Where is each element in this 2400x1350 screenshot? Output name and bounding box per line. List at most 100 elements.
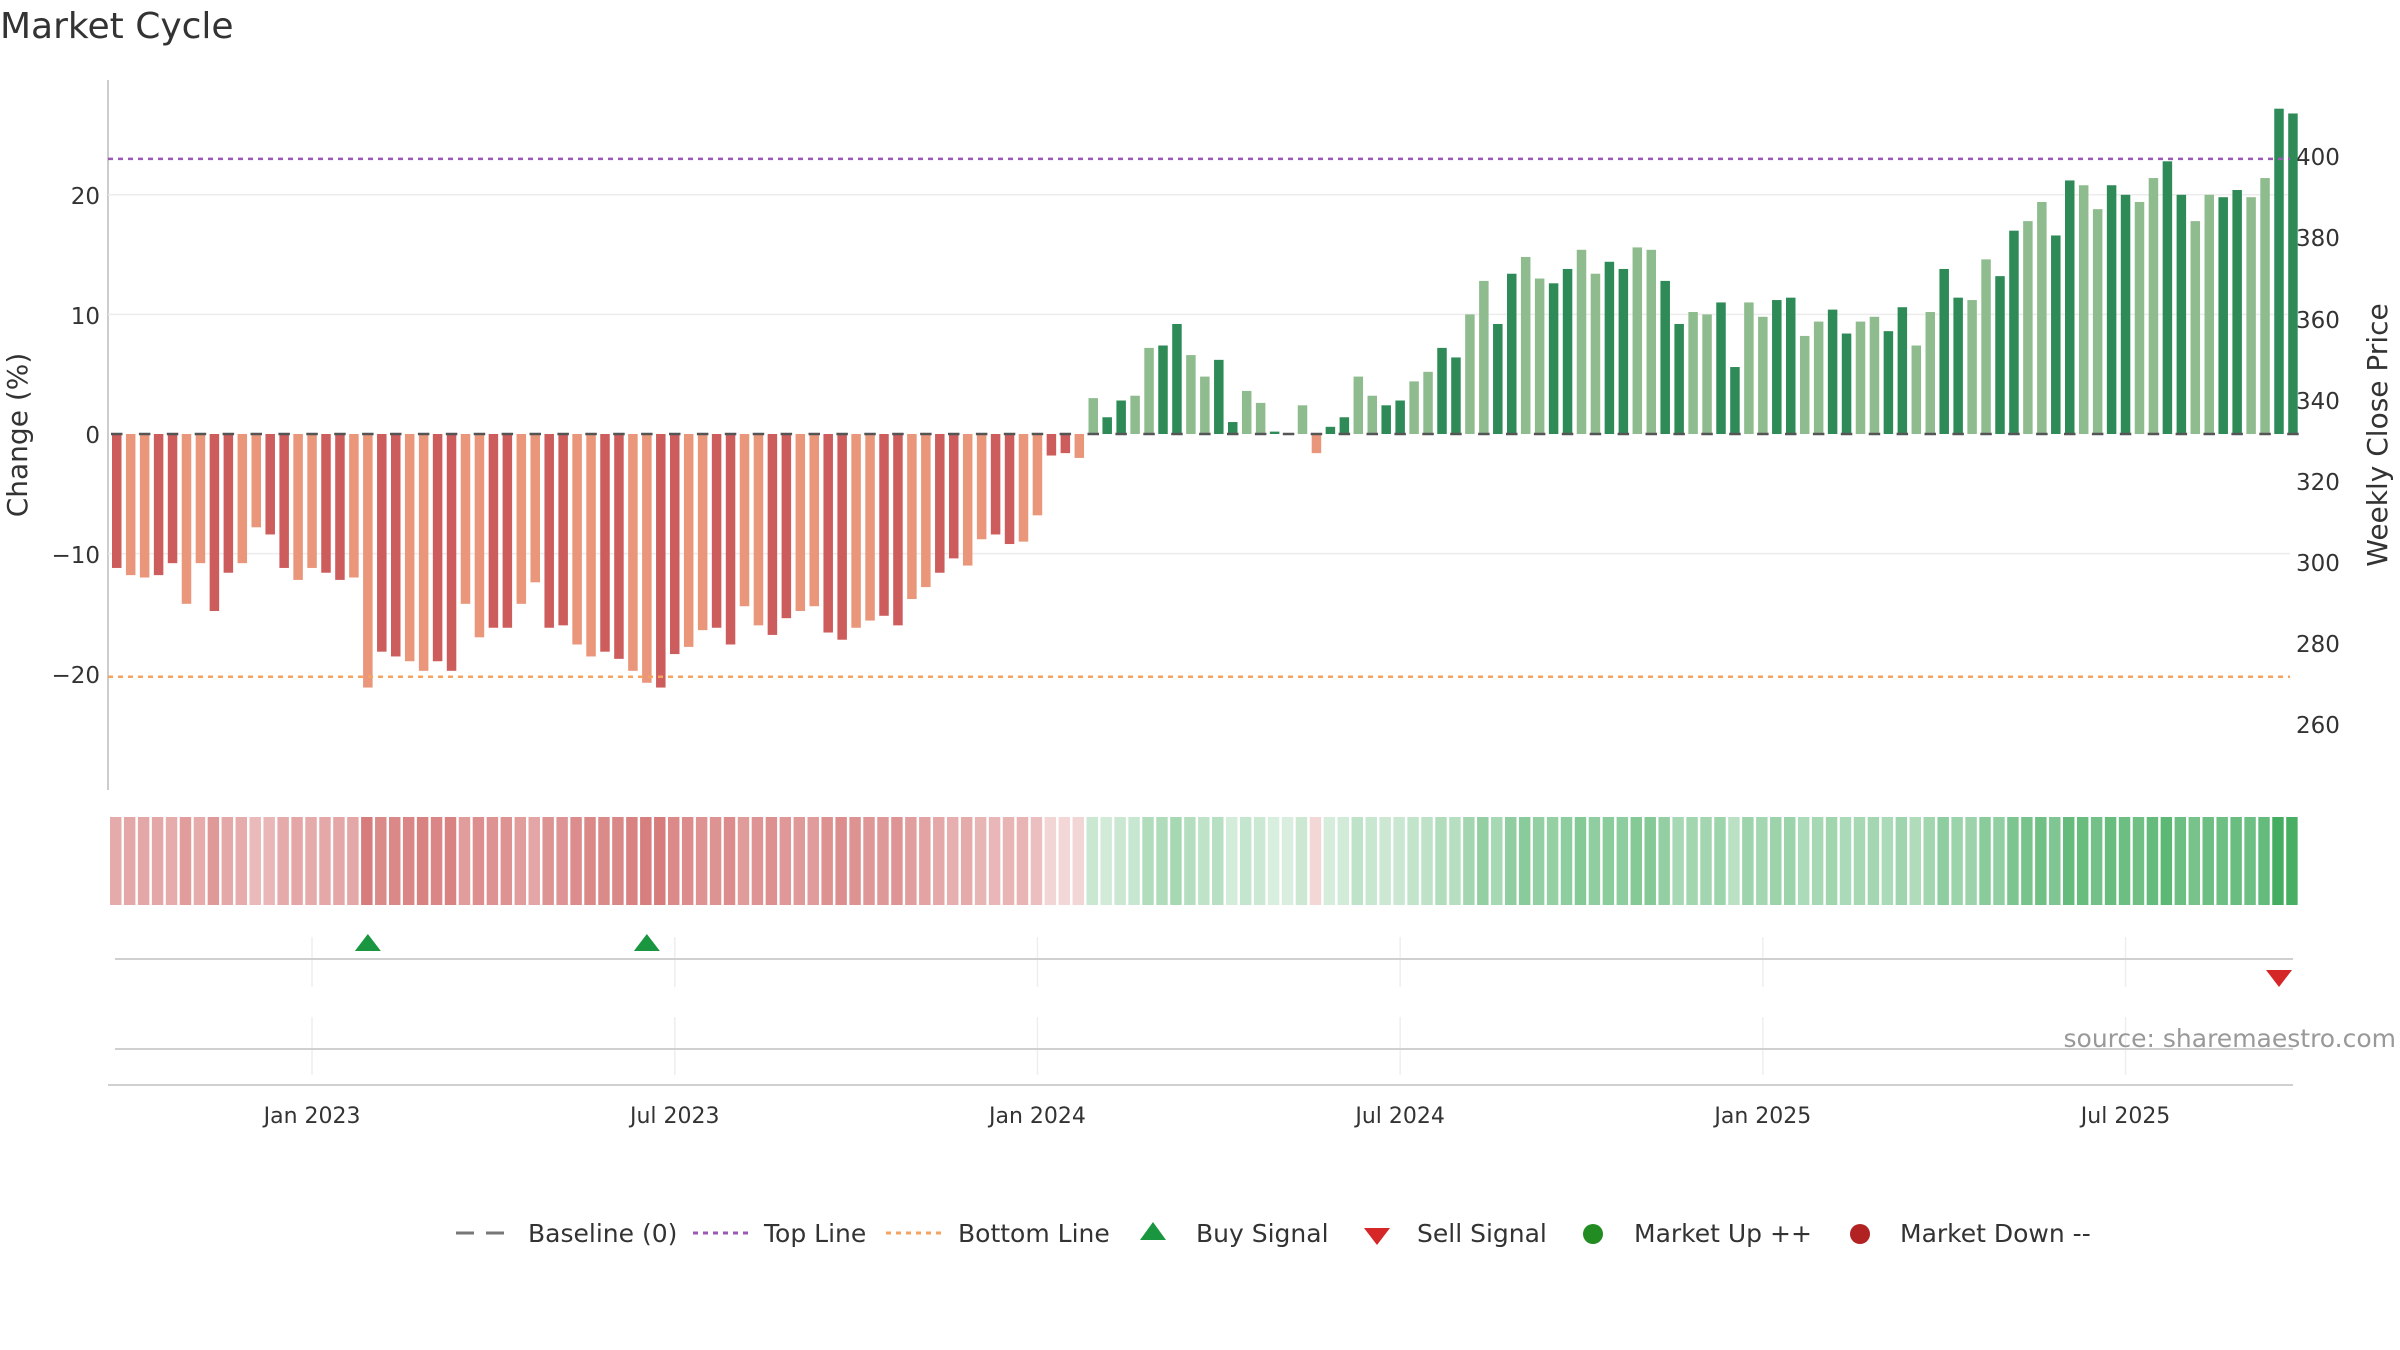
- heatmap-cell: [1714, 817, 1726, 905]
- heatmap-cell: [472, 817, 485, 905]
- legend-item-baseline: Baseline (0): [456, 1219, 677, 1248]
- buy-signal-marker: [633, 934, 660, 951]
- change-bar: [377, 434, 387, 652]
- change-bar: [2288, 113, 2298, 435]
- change-bar: [2065, 180, 2075, 434]
- change-bar: [181, 434, 192, 604]
- change-bar: [2134, 201, 2145, 434]
- heatmap-cell: [626, 817, 638, 905]
- heatmap-cell: [905, 817, 917, 905]
- heatmap-cell: [849, 817, 861, 905]
- heatmap-cell: [1449, 817, 1461, 905]
- change-bar: [1269, 431, 1280, 434]
- heatmap-cell: [1281, 817, 1294, 905]
- heatmap-cell: [1811, 817, 1824, 905]
- heatmap-cell: [1295, 817, 1308, 905]
- change-bar: [1465, 314, 1475, 434]
- heatmap-cell: [2035, 817, 2047, 905]
- change-bar: [1437, 347, 1447, 434]
- right-tick: 260: [2296, 713, 2340, 739]
- heatmap-cell: [249, 817, 261, 905]
- heatmap-cell: [1951, 817, 1963, 905]
- buy-signal-icon: [1140, 1222, 1166, 1240]
- heatmap-cell: [319, 817, 331, 905]
- x-tick-label: Jan 2023: [262, 1104, 361, 1129]
- heatmap-cell: [2007, 817, 2019, 905]
- change-bar: [1507, 273, 1517, 434]
- change-bar: [2092, 209, 2103, 434]
- change-bar: [1520, 256, 1531, 434]
- heatmap-cell: [1351, 817, 1363, 905]
- heatmap-cell: [863, 817, 875, 905]
- change-bar: [460, 434, 471, 604]
- heatmap-cell: [1323, 817, 1336, 905]
- heatmap-cell: [2118, 817, 2131, 905]
- legend-item-market-down: Market Down --: [1850, 1219, 2091, 1248]
- heatmap-cell: [1365, 817, 1377, 905]
- heatmap-cell: [2188, 817, 2200, 905]
- heatmap-cell: [612, 817, 624, 905]
- change-bar: [167, 434, 178, 564]
- change-bar: [1548, 283, 1559, 434]
- change-bar: [2106, 185, 2117, 434]
- x-tick-label: Jul 2024: [1353, 1104, 1445, 1129]
- change-bar: [349, 434, 359, 578]
- heatmap-cell: [1616, 817, 1629, 905]
- change-bar: [642, 434, 652, 683]
- heatmap-cell: [1728, 817, 1740, 905]
- change-bar: [2246, 197, 2256, 434]
- change-bar: [600, 434, 610, 652]
- change-bar: [851, 434, 861, 628]
- heatmap-cell: [1700, 817, 1712, 905]
- heatmap-cell: [877, 817, 889, 905]
- signal-panel: [115, 934, 2293, 1075]
- change-bar: [935, 434, 945, 573]
- heatmap-cell: [779, 817, 792, 905]
- change-bar: [1046, 434, 1057, 456]
- heatmap-cell: [1156, 817, 1168, 905]
- heatmap-cell: [361, 817, 373, 905]
- change-bar: [153, 434, 164, 576]
- change-bar: [1674, 323, 1684, 434]
- change-bar: [293, 434, 303, 580]
- change-bar: [1339, 417, 1350, 434]
- change-bar: [1004, 434, 1015, 545]
- change-bar: [879, 434, 889, 616]
- change-bar: [1841, 333, 1852, 434]
- heatmap-cell: [1226, 817, 1238, 905]
- heatmap-cell: [2216, 817, 2228, 905]
- heatmap-cell: [444, 817, 457, 905]
- heatmap-cell: [221, 817, 234, 905]
- heatmap-cell: [123, 817, 136, 905]
- change-bar: [1869, 316, 1880, 434]
- sell-signal-icon: [1364, 1228, 1390, 1245]
- change-bar: [1032, 434, 1043, 516]
- chart-title: Market Cycle: [0, 6, 234, 47]
- heatmap-cell: [1100, 817, 1112, 905]
- change-bar: [1911, 345, 1922, 434]
- left-tick: −10: [51, 543, 100, 569]
- heatmap-cell: [2174, 817, 2187, 905]
- heatmap-cell: [514, 817, 526, 905]
- heatmap-cell: [1742, 817, 1754, 905]
- change-bar: [335, 434, 345, 580]
- change-bar: [530, 434, 540, 583]
- change-bar: [1813, 321, 1824, 434]
- change-bar: [1772, 300, 1782, 434]
- heatmap-cell: [2160, 817, 2173, 905]
- change-bar: [1144, 347, 1154, 434]
- change-bar: [1186, 355, 1196, 434]
- heatmap-cell: [1505, 817, 1517, 905]
- heatmap-cell: [375, 817, 387, 905]
- change-bar: [628, 434, 638, 671]
- change-bar: [1953, 297, 1963, 434]
- change-bar: [1130, 395, 1140, 434]
- heatmap-cell: [1770, 817, 1782, 905]
- change-bar: [823, 434, 833, 633]
- heatmap-cell: [2090, 817, 2103, 905]
- change-bar: [558, 434, 568, 626]
- heatmap-cell: [277, 817, 289, 905]
- strength-heatmap-strip: [110, 817, 2298, 905]
- heatmap-cell: [1463, 817, 1475, 905]
